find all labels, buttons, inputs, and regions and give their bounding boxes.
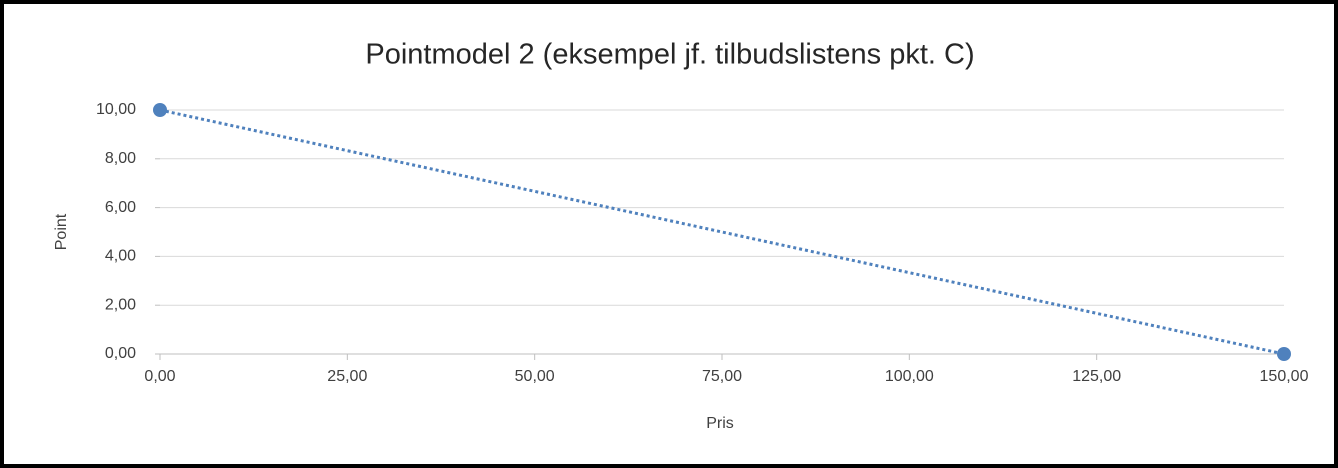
- x-tick-label: 125,00: [1072, 368, 1121, 385]
- x-tick-label: 50,00: [515, 368, 555, 385]
- data-point: [1277, 347, 1291, 361]
- x-tick-label: 100,00: [885, 368, 934, 385]
- y-tick-label: 4,00: [105, 248, 136, 265]
- y-tick-label: 8,00: [105, 150, 136, 167]
- x-tick-label: 0,00: [144, 368, 175, 385]
- y-tick-label: 10,00: [96, 101, 136, 118]
- y-axis-label: Point: [53, 213, 70, 250]
- y-tick-label: 6,00: [105, 199, 136, 216]
- chart-title: Pointmodel 2 (eksempel jf. tilbudslisten…: [365, 39, 974, 71]
- y-tick-label: 2,00: [105, 296, 136, 313]
- x-tick-label: 150,00: [1260, 368, 1309, 385]
- y-tick-label: 0,00: [105, 345, 136, 362]
- data-point: [153, 103, 167, 117]
- x-tick-label: 75,00: [702, 368, 742, 385]
- x-axis-label: Pris: [706, 415, 734, 432]
- x-tick-label: 25,00: [327, 368, 367, 385]
